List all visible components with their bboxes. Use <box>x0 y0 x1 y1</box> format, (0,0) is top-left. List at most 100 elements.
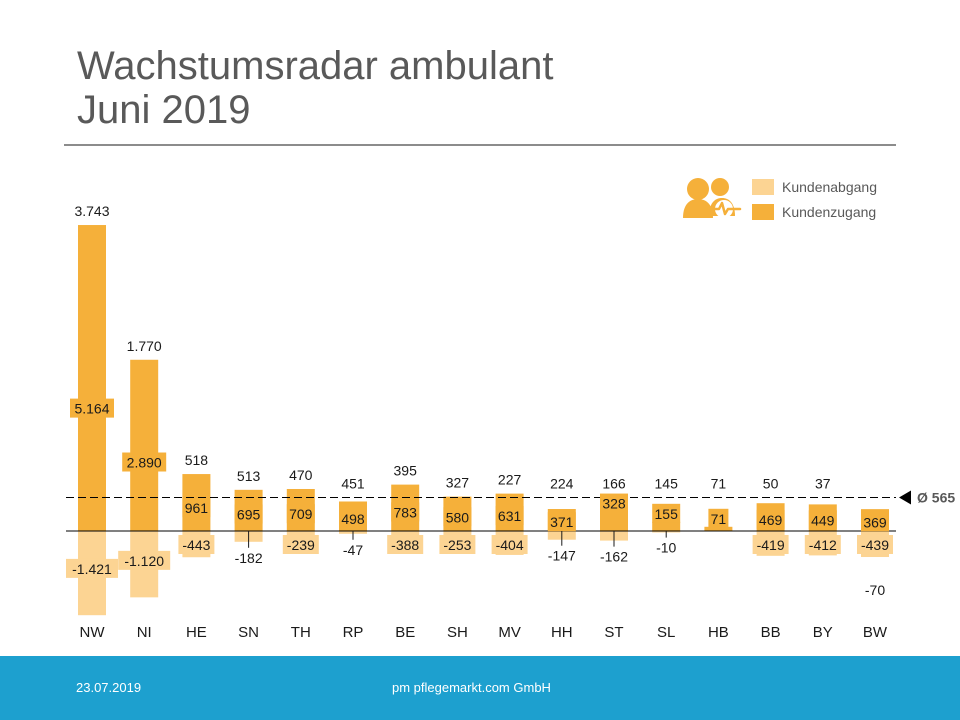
bar-chart: Ø 565 5.164 -1.421 3.743 NW 2.890 -1.120 1.770 N… <box>66 203 955 641</box>
label-bg-abgang-by <box>804 535 841 554</box>
label-bg-zugang-hh <box>547 512 576 532</box>
label-abgang-by: -412 <box>809 537 837 553</box>
label-zugang-by: 449 <box>811 512 835 528</box>
x-tick-by: BY <box>813 624 833 641</box>
label-zugang-st: 328 <box>602 496 626 512</box>
customer-care-icon <box>683 178 742 218</box>
label-net-hh: 224 <box>550 476 574 492</box>
label-bg-zugang-mv <box>495 506 524 526</box>
label-zugang-hh: 371 <box>550 514 574 530</box>
label-bg-abgang-nw <box>66 558 118 578</box>
label-net-be: 395 <box>394 463 418 479</box>
label-net-hb: 71 <box>711 476 727 492</box>
label-net-bb: 50 <box>763 476 779 492</box>
label-abgang-bb: -419 <box>757 537 785 553</box>
label-zugang-mv: 631 <box>498 508 522 524</box>
label-bg-zugang-bw <box>861 512 889 532</box>
label-bg-abgang-be <box>387 535 424 554</box>
footer-company: pm pflegemarkt.com GmbH <box>392 680 551 695</box>
x-tick-rp: RP <box>343 624 364 641</box>
label-bg-zugang-hb <box>708 508 729 528</box>
label-bg-zugang-rp <box>339 509 367 529</box>
page-title: Wachstumsradar ambulant Juni 2019 <box>77 44 553 132</box>
footer-bar: 23.07.2019 pm pflegemarkt.com GmbH <box>0 656 960 720</box>
label-net-he: 518 <box>185 452 209 468</box>
x-tick-th: TH <box>291 624 311 641</box>
label-abgang-sh: -253 <box>443 537 471 553</box>
x-tick-bw: BW <box>863 624 888 641</box>
average-label: Ø 565 <box>917 490 955 506</box>
label-abgang-sl: -10 <box>656 540 676 556</box>
bar-zugang-ni <box>130 359 159 531</box>
label-bg-zugang-bb <box>756 509 785 529</box>
label-abgang-sn: -182 <box>235 550 263 566</box>
label-abgang-bw: -439 <box>861 537 889 553</box>
x-tick-sh: SH <box>447 624 468 641</box>
average-marker <box>899 490 911 505</box>
title-line-2: Juni 2019 <box>77 88 251 132</box>
label-bg-zugang-sn <box>234 504 263 524</box>
label-abgang-st: -162 <box>600 549 628 565</box>
label-bg-zugang-th <box>286 504 315 524</box>
x-tick-be: BE <box>395 624 415 641</box>
label-abgang-he: -443 <box>182 537 210 553</box>
legend-label-zugang: Kundenzugang <box>782 204 877 220</box>
label-zugang-hb: 71 <box>711 511 727 527</box>
label-zugang-sl: 155 <box>655 506 679 522</box>
label-net-st: 166 <box>602 476 626 492</box>
label-bg-zugang-ni <box>122 452 167 472</box>
label-abgang-mv: -404 <box>496 537 524 553</box>
label-net-sh: 327 <box>446 475 470 491</box>
label-bg-zugang-sl <box>652 503 681 523</box>
bar-zugang-sl <box>652 521 681 531</box>
label-bg-abgang-mv <box>491 535 528 554</box>
label-zugang-sh: 580 <box>446 509 470 525</box>
label-bg-abgang-bw <box>857 535 893 554</box>
label-bg-zugang-nw <box>70 398 114 418</box>
legend: Kundenabgang Kundenzugang <box>680 172 900 232</box>
label-zugang-rp: 498 <box>341 511 365 527</box>
label-bg-zugang-be <box>391 502 420 522</box>
label-net-sl: 145 <box>655 476 679 492</box>
label-bg-abgang-sh <box>439 535 476 554</box>
label-abgang-ni: -1.120 <box>124 553 164 569</box>
x-tick-mv: MV <box>498 624 521 641</box>
x-tick-hh: HH <box>551 624 573 641</box>
label-abgang-be: -388 <box>391 537 419 553</box>
label-bg-zugang-by <box>808 510 837 530</box>
x-tick-bb: BB <box>761 624 781 641</box>
legend-label-abgang: Kundenabgang <box>782 179 877 195</box>
footer-date: 23.07.2019 <box>76 680 142 695</box>
bar-zugang-st <box>600 511 628 531</box>
legend-item-zugang: Kundenzugang <box>752 202 876 222</box>
x-tick-sl: SL <box>657 624 675 641</box>
label-bg-abgang-th <box>282 535 319 554</box>
legend-swatch-abgang <box>752 179 774 195</box>
label-zugang-nw: 5.164 <box>74 401 109 417</box>
label-net-bw: -70 <box>865 582 885 598</box>
label-zugang-be: 783 <box>394 504 418 520</box>
title-line-1: Wachstumsradar ambulant <box>77 44 554 88</box>
label-net-th: 470 <box>289 467 313 483</box>
label-zugang-bw: 369 <box>863 514 887 530</box>
label-bg-zugang-sh <box>443 507 472 527</box>
x-tick-nw: NW <box>80 624 106 641</box>
label-zugang-he: 961 <box>185 500 209 516</box>
x-tick-ni: NI <box>137 624 152 641</box>
label-abgang-hh: -147 <box>548 548 576 564</box>
bar-zugang-hb <box>704 526 733 531</box>
label-zugang-ni: 2.890 <box>127 455 162 471</box>
label-zugang-sn: 695 <box>237 507 261 523</box>
label-abgang-th: -239 <box>287 537 315 553</box>
legend-swatch-zugang <box>752 204 774 220</box>
legend-item-abgang: Kundenabgang <box>752 177 877 197</box>
x-tick-he: HE <box>186 624 207 641</box>
title-divider <box>64 144 896 146</box>
label-abgang-nw: -1.421 <box>72 561 112 577</box>
label-net-nw: 3.743 <box>74 203 109 219</box>
label-bg-abgang-ni <box>118 550 171 570</box>
label-abgang-rp: -47 <box>343 542 363 558</box>
label-net-rp: 451 <box>341 476 365 492</box>
label-bg-abgang-bb <box>752 535 789 554</box>
label-bg-zugang-he <box>182 498 211 518</box>
